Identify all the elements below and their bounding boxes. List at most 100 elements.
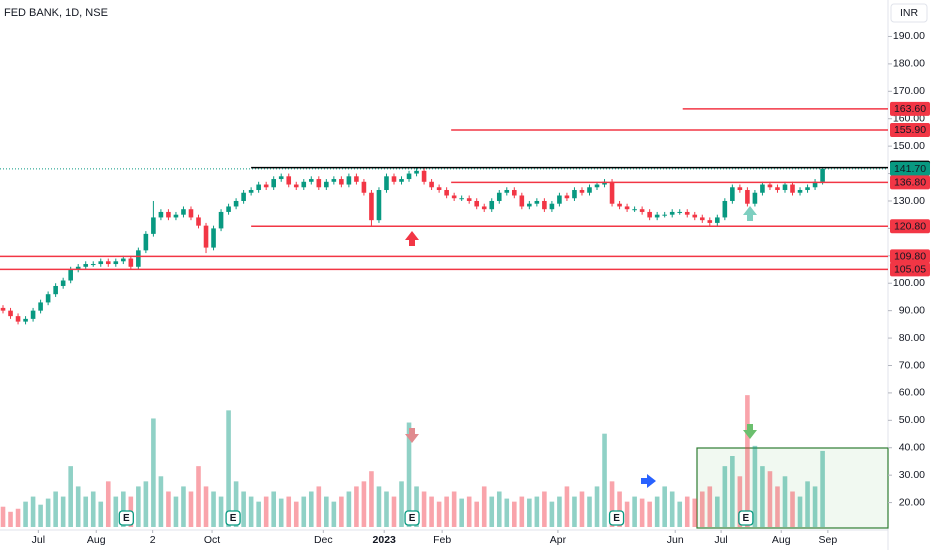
candle-body — [790, 184, 795, 193]
candle-body — [151, 217, 156, 234]
candle-body — [752, 192, 758, 204]
y-tick-label: 130.00 — [893, 195, 925, 207]
volume-bar — [158, 476, 164, 527]
volume-bar — [263, 496, 269, 527]
candle-body — [233, 200, 239, 207]
volume-bar — [23, 501, 28, 527]
volume-bar — [105, 481, 111, 527]
candle-body — [23, 318, 28, 322]
volume-bar — [308, 491, 314, 527]
candle-body — [143, 233, 149, 251]
candle-body — [293, 184, 299, 188]
candle-body — [308, 179, 314, 182]
volume-bar — [459, 498, 464, 527]
candle-body — [805, 187, 810, 191]
y-tick-label: 60.00 — [899, 387, 925, 399]
volume-bar — [271, 491, 276, 527]
y-tick-label: 50.00 — [899, 414, 925, 426]
volume-bar — [30, 496, 36, 527]
volume-bar — [241, 491, 246, 527]
candle-body — [15, 316, 21, 322]
volume-bar — [233, 481, 239, 527]
volume-bar — [391, 496, 397, 527]
candle-body — [60, 280, 66, 286]
candle-body — [354, 176, 359, 182]
candle-body — [181, 209, 186, 215]
earnings-marker — [225, 510, 241, 526]
y-tick-label: 70.00 — [899, 359, 925, 371]
volume-bar — [339, 496, 344, 527]
candle-body — [534, 200, 540, 204]
price-label-box — [890, 122, 930, 137]
candle-body — [782, 184, 788, 191]
candle-body — [512, 190, 517, 196]
candle-body — [83, 264, 89, 267]
volume-bar — [722, 466, 728, 527]
volume-bar — [489, 496, 495, 527]
candle-body — [324, 181, 329, 188]
candle-body — [647, 211, 652, 218]
price-label: 120.80 — [894, 220, 926, 232]
candle-body — [429, 181, 434, 188]
candle-body — [256, 184, 261, 191]
candle-body — [745, 190, 750, 204]
arrow-right — [641, 474, 656, 488]
arrow-up — [405, 231, 419, 246]
volume-bar — [53, 491, 58, 527]
candle-body — [211, 228, 216, 248]
candle-body — [677, 211, 683, 213]
volume-bar — [715, 496, 720, 527]
candle-body — [188, 209, 194, 218]
volume-bar — [797, 496, 803, 527]
y-tick-label: 20.00 — [899, 496, 925, 508]
candle-body — [361, 181, 367, 193]
candle-body — [436, 187, 442, 191]
volume-bar — [790, 491, 795, 527]
volume-bar — [316, 486, 322, 527]
volume-bar — [760, 466, 765, 527]
volume-bar — [624, 501, 630, 527]
volume-bar — [256, 501, 261, 527]
candle-body — [158, 211, 164, 218]
candle-body — [384, 176, 389, 191]
candle-body — [30, 310, 36, 319]
volume-bar — [414, 486, 419, 527]
volume-bar — [436, 501, 442, 527]
x-tick-label: Dec — [314, 534, 333, 546]
volume-bar — [474, 501, 480, 527]
volume-bar — [504, 498, 510, 527]
candle-body — [68, 269, 73, 281]
currency-box[interactable] — [890, 3, 928, 23]
volume-bar — [421, 491, 427, 527]
volume-bar — [609, 481, 615, 527]
volume-bar — [587, 496, 592, 527]
candle-body — [301, 181, 307, 188]
volume-bar — [68, 466, 73, 527]
volume-bar — [429, 496, 434, 527]
volume-bar — [188, 491, 194, 527]
y-tick-label: 150.00 — [893, 140, 925, 152]
marks: 20.00 30.00 40.00 50.00 60.00 70.00 80.00 90.00… — [0, 30, 930, 546]
earnings-label: E — [613, 513, 620, 524]
candle-body — [775, 187, 780, 191]
volume-bar — [286, 496, 292, 527]
chart-title: FED BANK, 1D, NSE — [4, 7, 108, 19]
x-tick-label: Jun — [667, 534, 684, 546]
volume-bar — [451, 491, 457, 527]
candle-body — [451, 195, 457, 199]
volume-bar — [767, 471, 773, 527]
y-tick-label: 90.00 — [899, 304, 925, 316]
candle-body — [602, 181, 607, 185]
arrow-up — [743, 206, 757, 221]
currency: INR — [900, 7, 919, 19]
volume-bar — [775, 486, 780, 527]
volume-bar — [75, 486, 81, 527]
volume-bar — [639, 498, 645, 527]
candle-body — [797, 190, 803, 193]
price-label: 141.70 — [894, 163, 926, 175]
volume-bar — [218, 496, 224, 527]
volume-bar — [361, 481, 367, 527]
candle-body — [128, 258, 134, 267]
